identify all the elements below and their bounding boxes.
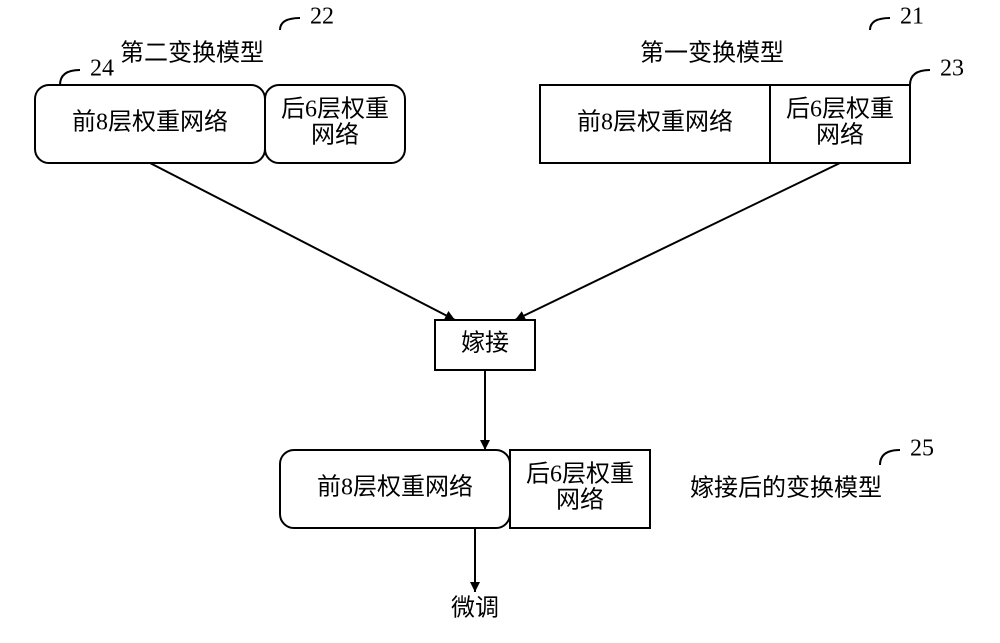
svg-text:25: 25	[910, 436, 934, 462]
model1-title: 第一变换模型	[640, 40, 784, 67]
box-model1-front8-label: 前8层权重网络	[577, 109, 733, 136]
callout-21: 21	[870, 4, 924, 31]
box-model2-back6-label-l2: 网络	[311, 122, 359, 149]
grafted-model-title: 嫁接后的变换模型	[690, 475, 882, 502]
callout-22: 22	[280, 4, 334, 31]
arrow-24-to-graft	[150, 163, 455, 320]
box-25-left-label: 前8层权重网络	[317, 474, 473, 501]
model1-group: 前8层权重网络 后6层权重 网络	[540, 85, 910, 163]
svg-text:21: 21	[900, 4, 924, 30]
svg-text:23: 23	[940, 56, 964, 82]
svg-text:24: 24	[90, 56, 114, 82]
callout-24: 24	[60, 56, 114, 86]
model2-title: 第二变换模型	[120, 40, 264, 67]
box-25-right-label-l1: 后6层权重	[526, 461, 634, 488]
model2-group: 前8层权重网络 后6层权重 网络	[35, 85, 405, 163]
box-model2-back6-label-l1: 后6层权重	[281, 96, 389, 123]
box-23-label-l2: 网络	[816, 122, 864, 149]
box-25-right-label-l2: 网络	[556, 487, 604, 514]
callout-25: 25	[880, 436, 934, 466]
finetune-label: 微调	[451, 595, 499, 622]
grafted-model-group: 前8层权重网络 后6层权重 网络	[280, 450, 650, 528]
graft-box-label: 嫁接	[461, 330, 509, 357]
svg-text:22: 22	[310, 4, 334, 30]
arrow-23-to-graft	[515, 163, 840, 320]
box-23-label-l1: 后6层权重	[786, 96, 894, 123]
graft-node: 嫁接	[435, 320, 535, 370]
box-24-label: 前8层权重网络	[72, 109, 228, 136]
callout-23: 23	[910, 56, 964, 86]
